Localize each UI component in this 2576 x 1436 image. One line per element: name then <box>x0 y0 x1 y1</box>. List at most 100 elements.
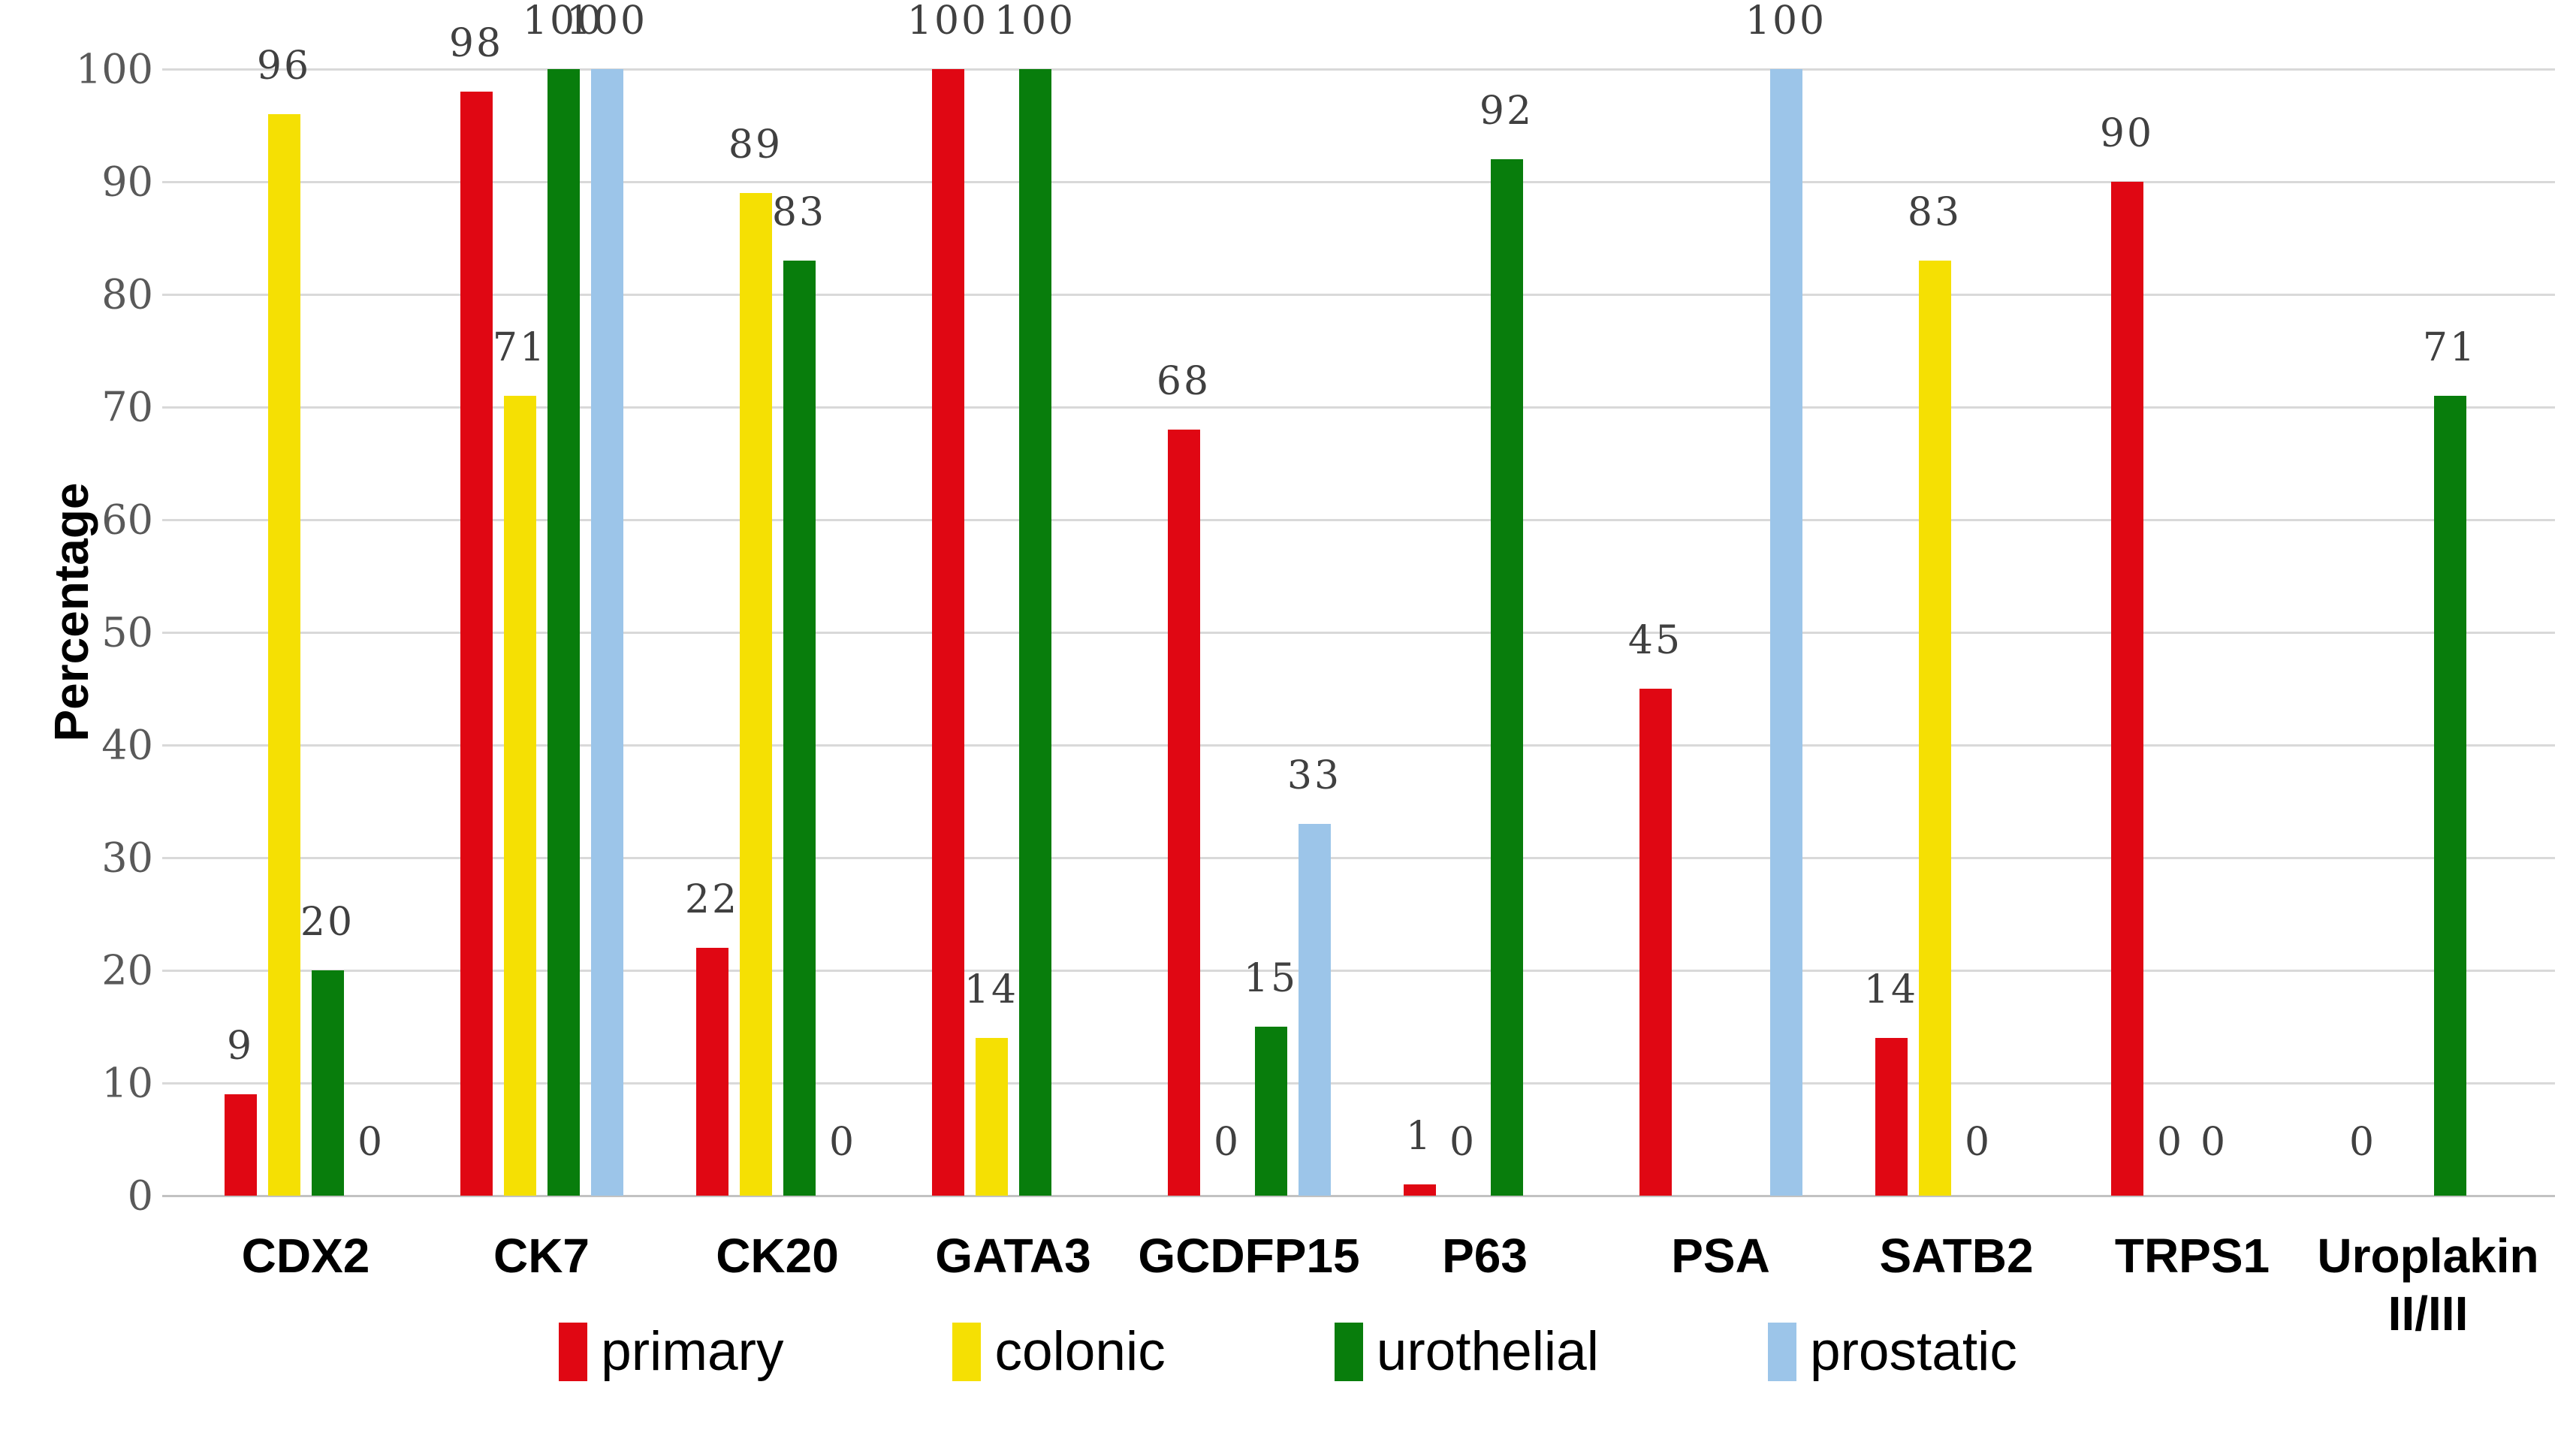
bar-slot-prostatic: 0 <box>827 69 859 1196</box>
y-tick-label: 80 <box>101 270 153 318</box>
value-label: 90 <box>2099 111 2155 156</box>
category-label: CDX2 <box>241 1229 370 1283</box>
value-label: 100 <box>1745 0 1827 44</box>
category-label: TRPS1 <box>2114 1229 2270 1283</box>
value-label: 15 <box>1243 956 1299 1001</box>
gridline <box>162 180 2555 183</box>
value-label: 45 <box>1627 618 1683 663</box>
value-label: 0 <box>828 1120 857 1165</box>
value-label: 20 <box>300 900 355 945</box>
y-axis-title: Percentage <box>44 482 98 742</box>
y-tick-label: 0 <box>127 1172 153 1220</box>
value-label: 71 <box>2422 325 2478 370</box>
bar-slot-urothelial: 15 <box>1244 69 1296 1196</box>
bar-primary <box>695 948 728 1196</box>
bar-primary <box>931 69 964 1196</box>
bar-slot-prostatic: 0 <box>355 69 388 1196</box>
value-label: 0 <box>1213 1120 1241 1165</box>
bar-slot-prostatic <box>2242 69 2274 1196</box>
value-label: 0 <box>2156 1120 2185 1165</box>
category-label: CK20 <box>716 1229 839 1283</box>
value-label: 100 <box>566 0 648 44</box>
legend-swatch <box>952 1322 982 1381</box>
bar-slot-prostatic <box>1534 69 1567 1196</box>
bar-slot-urothelial: 83 <box>772 69 824 1196</box>
bar-group-gcdfp15: 68 0 15 33 <box>1131 69 1367 1196</box>
bar-slot-primary: 22 <box>685 69 737 1196</box>
value-label: 83 <box>1907 190 1962 235</box>
gridline <box>162 293 2555 296</box>
category-label: GATA3 <box>935 1229 1091 1283</box>
bar-group-uroplakin-ii-iii: 0 71 <box>2310 69 2546 1196</box>
bar-urothelial <box>1490 159 1523 1196</box>
bar-slot-colonic: 0 <box>1211 69 1244 1196</box>
value-label: 22 <box>684 877 740 922</box>
bar-urothelial <box>783 261 816 1196</box>
category-label: Uroplakin II/III <box>2317 1229 2539 1341</box>
bar-slot-prostatic: 100 <box>1745 0 1824 1196</box>
bar-group-p63: 1 0 92 <box>1367 69 1603 1196</box>
bar-urothelial <box>311 970 344 1196</box>
legend-label: urothelial <box>1376 1321 1599 1382</box>
bar-slot-urothelial: 71 <box>2423 69 2475 1196</box>
bar-colonic <box>1918 261 1951 1196</box>
y-tick-label: 30 <box>101 834 153 882</box>
bar-urothelial <box>1018 69 1051 1196</box>
gridline <box>162 969 2555 972</box>
x-axis-baseline <box>162 1194 2555 1197</box>
value-label: 100 <box>994 0 1076 44</box>
value-label: 1 <box>1405 1114 1434 1159</box>
y-tick-label: 10 <box>101 1059 153 1107</box>
bar-primary <box>460 92 493 1196</box>
legend-swatch <box>1334 1322 1363 1381</box>
bar-group-cdx2: 9 96 20 0 <box>188 44 424 1196</box>
bar-prostatic <box>1769 69 1802 1196</box>
value-label: 68 <box>1156 359 1211 404</box>
bar-slot-colonic: 96 <box>257 44 309 1196</box>
bar-slot-urothelial: 0 <box>1962 69 1995 1196</box>
bar-slot-primary: 1 <box>1403 69 1436 1196</box>
value-label: 71 <box>492 325 547 370</box>
bar-slot-primary: 45 <box>1628 69 1680 1196</box>
legend-item-prostatic: prostatic <box>1767 1320 2017 1383</box>
bar-colonic <box>267 114 300 1196</box>
bar-slot-prostatic <box>1063 69 1095 1196</box>
legend-item-urothelial: urothelial <box>1334 1320 1599 1383</box>
bar-colonic <box>739 193 772 1196</box>
bar-slot-prostatic <box>2006 69 2038 1196</box>
category-label: P63 <box>1442 1229 1528 1283</box>
category-label: PSA <box>1671 1229 1770 1283</box>
bar-slot-urothelial <box>1727 69 1759 1196</box>
legend-label: prostatic <box>1809 1321 2017 1382</box>
value-label: 100 <box>906 0 989 44</box>
gridline <box>162 1082 2555 1085</box>
y-tick-label: 20 <box>101 946 153 994</box>
bars-layer: 9 96 20 0 98 71 100 100 22 89 83 0 100 14 100 68 0 15 33 1 0… <box>188 0 2546 1196</box>
bar-group-ck20: 22 89 83 0 <box>659 69 895 1196</box>
bar-colonic <box>503 396 536 1196</box>
value-label: 9 <box>226 1024 255 1069</box>
bar-primary <box>1167 430 1200 1196</box>
gridline <box>162 631 2555 634</box>
bar-slot-colonic: 89 <box>728 69 780 1196</box>
bar-slot-primary: 98 <box>449 21 501 1196</box>
bar-slot-prostatic: 33 <box>1287 69 1339 1196</box>
bar-slot-primary: 68 <box>1157 69 1208 1196</box>
bar-group-satb2: 14 83 0 <box>1838 69 2074 1196</box>
bar-slot-primary: 90 <box>2100 69 2152 1196</box>
bar-urothelial <box>2433 396 2466 1196</box>
legend-item-primary: primary <box>559 1320 783 1383</box>
y-tick-label: 50 <box>101 608 153 656</box>
bar-slot-prostatic <box>2478 69 2510 1196</box>
value-label: 89 <box>728 122 783 167</box>
category-label: GCDFP15 <box>1138 1229 1360 1283</box>
legend-label: colonic <box>994 1321 1166 1382</box>
bar-urothelial <box>1254 1027 1287 1196</box>
gridline <box>162 406 2555 409</box>
value-label: 14 <box>1863 967 1919 1012</box>
bar-slot-primary: 100 <box>907 0 986 1196</box>
value-label: 98 <box>448 21 504 66</box>
gridline <box>162 518 2555 521</box>
legend-swatch <box>1767 1322 1796 1381</box>
y-tick-label: 90 <box>101 158 153 206</box>
